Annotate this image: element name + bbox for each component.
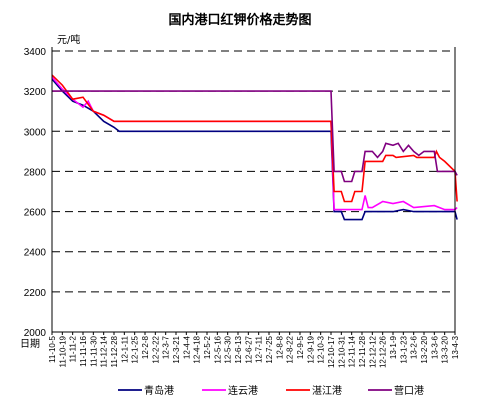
- x-tick-label: 12-11-14: [348, 335, 357, 367]
- x-tick-label: 12-1-11: [120, 335, 129, 363]
- x-tick-label: 12-6-27: [244, 335, 253, 363]
- series-lines: [51, 74, 458, 221]
- y-tick-label: 3000: [24, 127, 47, 138]
- y-axis-ticks: 3400 3200 3000 2800 2600 2400 2200 2000: [24, 47, 47, 339]
- x-tick-label: 12-1-25: [131, 335, 140, 363]
- x-tick-label: 12-4-18: [193, 335, 202, 363]
- legend: 青岛港 连云港 湛江港 营口港: [118, 384, 424, 397]
- x-tick-label: 13-3-20: [441, 335, 450, 363]
- x-tick-label: 12-5-30: [224, 335, 233, 363]
- x-tick-label: 11-11-30: [89, 335, 98, 366]
- x-tick-label: 13-1-9: [389, 335, 398, 359]
- x-tick-label: 11-10-19: [58, 335, 67, 367]
- y-tick-label: 2000: [24, 328, 47, 339]
- y-axis-unit-label: 元/吨: [57, 33, 80, 46]
- x-tick-label: 12-2-8: [141, 335, 150, 359]
- x-tick-label: 12-7-25: [265, 335, 274, 363]
- x-tick-label: 11-11-2: [69, 335, 78, 362]
- series-line-青岛港: [51, 78, 458, 221]
- x-tick-label: 13-4-3: [451, 335, 460, 359]
- axes: [51, 47, 456, 333]
- x-tick-label: 12-5-2: [203, 335, 212, 359]
- legend-label: 连云港: [228, 384, 258, 397]
- x-tick-label: 13-3-6: [430, 335, 439, 359]
- x-axis-label: 日期: [20, 338, 40, 350]
- y-tick-label: 2200: [24, 288, 47, 299]
- chart-title: 国内港口红钾价格走势图: [168, 12, 311, 28]
- y-tick-label: 3200: [24, 87, 47, 98]
- x-tick-label: 12-10-3: [317, 335, 326, 363]
- x-tick-label: 12-5-16: [213, 335, 222, 363]
- y-tick-label: 2600: [24, 208, 47, 219]
- x-tick-label: 12-9-5: [296, 335, 305, 359]
- x-tick-label: 12-11-28: [358, 335, 367, 367]
- x-tick-label: 12-10-31: [337, 335, 346, 368]
- x-tick-label: 11-12-28: [110, 335, 119, 367]
- x-tick-label: 12-3-7: [162, 335, 171, 359]
- x-tick-label: 12-3-21: [172, 335, 181, 363]
- x-tick-label: 13-1-23: [399, 335, 408, 363]
- x-tick-label: 13-2-20: [420, 335, 429, 363]
- x-tick-label: 12-12-12: [368, 335, 377, 368]
- grid-lines: [52, 50, 455, 293]
- legend-label: 营口港: [394, 384, 424, 397]
- x-tick-label: 12-7-11: [255, 335, 264, 363]
- x-tick-label: 12-10-17: [327, 335, 336, 368]
- x-tick-label: 12-6-13: [234, 335, 243, 363]
- y-tick-label: 2400: [24, 248, 47, 259]
- x-tick-label: 12-2-22: [151, 335, 160, 363]
- x-tick-label: 12-4-4: [182, 335, 191, 359]
- y-tick-label: 3400: [24, 47, 47, 58]
- x-tick-label: 13-2-6: [410, 335, 419, 359]
- x-tick-label: 12-9-19: [306, 335, 315, 363]
- x-tick-label: 12-8-22: [286, 335, 295, 363]
- legend-label: 青岛港: [144, 384, 174, 397]
- series-line-湛江港: [51, 74, 458, 203]
- y-tick-label: 2800: [24, 167, 47, 178]
- x-tick-label: 11-12-14: [100, 335, 109, 367]
- series-line-营口港: [52, 90, 458, 183]
- series-line-连云港: [51, 76, 458, 211]
- legend-label: 湛江港: [312, 385, 342, 397]
- x-tick-label: 12-12-26: [379, 335, 388, 368]
- x-axis-ticks: 11-10-5 11-10-19 11-11-2 11-11-16 11-11-30 11…: [48, 332, 460, 368]
- x-tick-label: 12-8-8: [275, 335, 284, 359]
- x-tick-label: 11-11-16: [79, 335, 88, 366]
- x-tick-label: 11-10-5: [48, 335, 57, 363]
